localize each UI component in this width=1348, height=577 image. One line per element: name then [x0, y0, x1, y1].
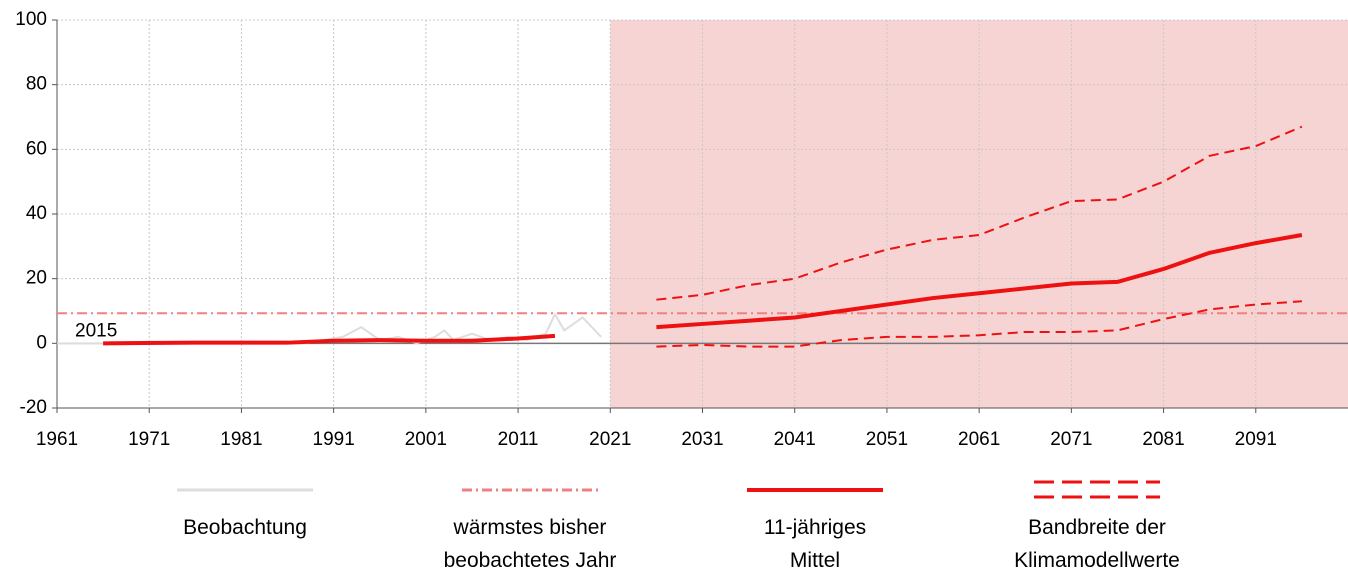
reference-label: 2015	[75, 320, 117, 341]
legend-label: 11-jähriges Mittel	[763, 516, 867, 572]
x-tick-label: 2071	[1050, 429, 1092, 450]
x-tick-label: 1981	[220, 429, 262, 450]
y-tick-label: 80	[26, 74, 47, 95]
x-tick-label: 1991	[313, 429, 355, 450]
x-tick-label: 2051	[866, 429, 908, 450]
y-tick-label: 20	[26, 268, 47, 289]
x-tick-label: 1961	[36, 429, 78, 450]
y-tick-label: 0	[36, 332, 47, 353]
x-tick-label: 2041	[774, 429, 816, 450]
x-tick-label: 2091	[1235, 429, 1277, 450]
x-tick-label: 2031	[681, 429, 723, 450]
x-tick-label: 2001	[405, 429, 447, 450]
legend-label: Beobachtung	[183, 516, 307, 539]
x-tick-label: 1971	[128, 429, 170, 450]
x-tick-label: 2061	[958, 429, 1000, 450]
x-tick-label: 2011	[498, 429, 539, 450]
legend-label: wärmstes bisher beobachtetes Jahr	[443, 516, 617, 572]
y-tick-label: 40	[26, 203, 47, 224]
y-tick-label: 60	[26, 138, 47, 159]
series-line	[656, 300, 1302, 348]
y-tick-label: 100	[15, 9, 47, 30]
x-tick-label: 2021	[589, 429, 631, 450]
legend-label: Bandbreite der Klimamodellwerte	[1014, 516, 1180, 572]
series-line	[103, 233, 1303, 346]
y-tick-label: -20	[20, 397, 47, 418]
x-tick-label: 2081	[1142, 429, 1184, 450]
